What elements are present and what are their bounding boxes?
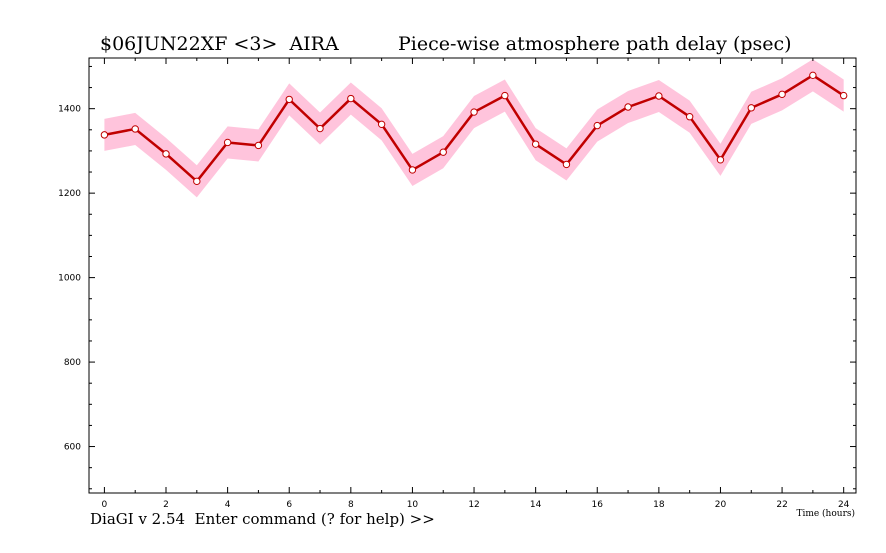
- data-point: [100, 131, 109, 139]
- x-tick-label: 0: [102, 500, 108, 510]
- x-tick-label: 4: [225, 500, 231, 510]
- data-point: [531, 140, 540, 148]
- data-point: [223, 138, 232, 147]
- x-tick-label: 24: [838, 500, 850, 510]
- experiment-title: $06JUN22XF <3> AIRA: [100, 33, 339, 55]
- data-point: [131, 125, 139, 133]
- plot-title: Piece-wise atmosphere path delay (psec): [398, 33, 792, 55]
- x-tick-label: 22: [776, 500, 787, 510]
- error-band-layer: [104, 59, 844, 198]
- command-prompt[interactable]: DiaGI v 2.54 Enter command (? for help) …: [90, 510, 435, 528]
- data-point: [408, 166, 417, 174]
- x-tick-label: 12: [468, 500, 479, 510]
- plot-frame: [88, 57, 857, 494]
- data-point: [470, 108, 478, 116]
- data-point: [747, 104, 755, 112]
- x-tick-label: 14: [530, 500, 542, 510]
- data-point: [809, 71, 817, 80]
- y-tick-label: 1400: [58, 105, 81, 115]
- x-tick-label: 10: [407, 500, 419, 510]
- x-tick-label: 2: [163, 500, 169, 510]
- data-point: [377, 120, 386, 129]
- data-point: [347, 94, 355, 103]
- data-point: [839, 91, 848, 100]
- data-point: [316, 124, 324, 133]
- y-tick-label: 1000: [58, 274, 81, 284]
- x-tick-label: 20: [715, 500, 727, 510]
- data-point: [501, 91, 509, 100]
- y-tick-label: 600: [64, 443, 81, 453]
- x-axis-label: Time (hours): [796, 508, 855, 519]
- x-tick-label: 8: [348, 500, 354, 510]
- x-tick-label: 6: [286, 500, 292, 510]
- data-point: [685, 113, 694, 121]
- data-points-layer: [100, 71, 848, 186]
- data-point: [193, 177, 201, 186]
- data-point: [285, 95, 293, 104]
- data-point: [655, 92, 663, 100]
- data-point: [562, 160, 571, 169]
- x-tick-label: 18: [653, 500, 665, 510]
- data-point: [439, 148, 447, 156]
- data-point: [593, 121, 601, 130]
- data-point: [624, 103, 632, 111]
- data-point: [254, 141, 263, 150]
- y-tick-label: 800: [64, 358, 81, 368]
- error-band: [104, 59, 844, 198]
- y-tick-label: 1200: [58, 189, 81, 199]
- x-tick-label: 16: [592, 500, 604, 510]
- data-point: [716, 156, 725, 164]
- data-point: [162, 150, 170, 158]
- data-point: [778, 90, 786, 99]
